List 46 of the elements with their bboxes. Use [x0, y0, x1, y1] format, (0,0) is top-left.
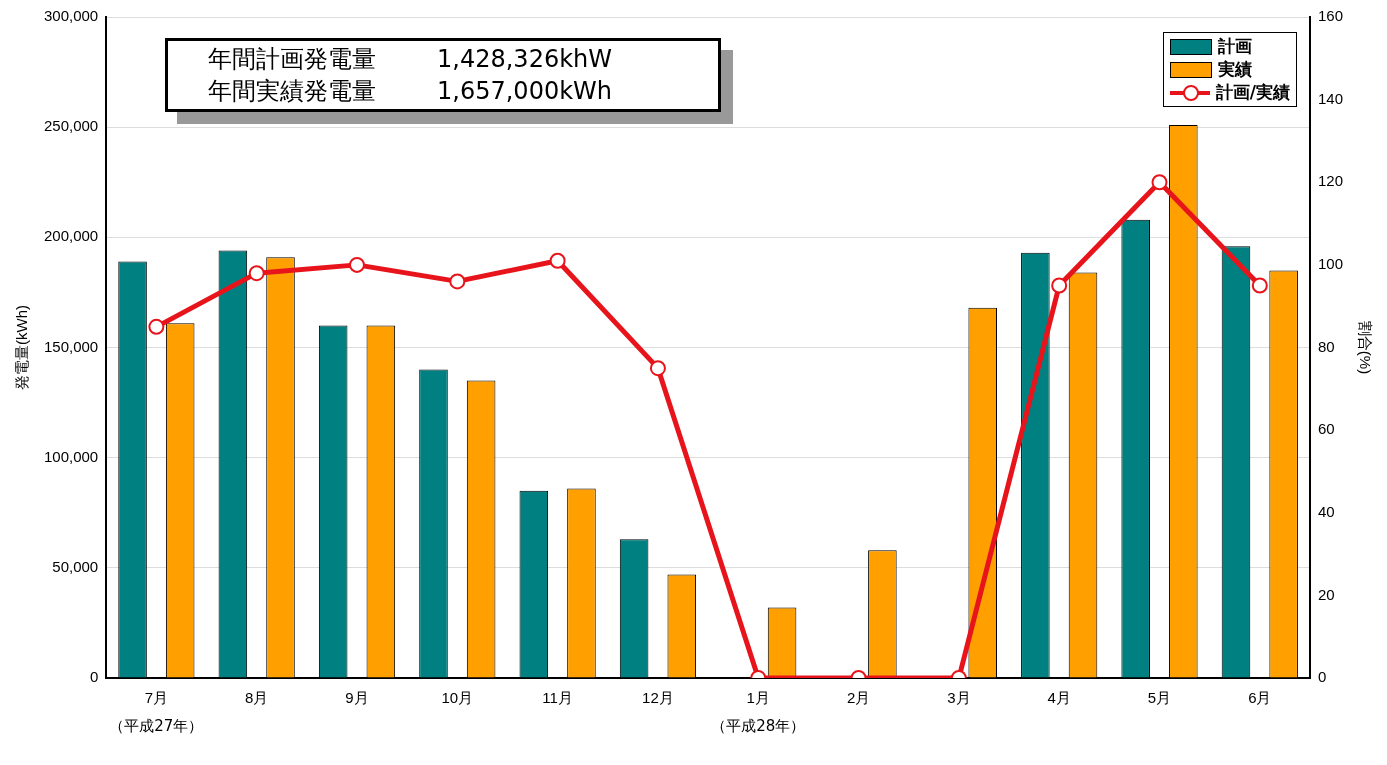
x-tick-label: 1月	[746, 689, 770, 707]
y2-tick-label: 140	[1317, 89, 1343, 107]
text: （平成28年）	[711, 717, 806, 736]
x-tick-label: 5月	[1147, 689, 1172, 707]
y2-tick-label: 0	[1317, 668, 1327, 686]
x-tick-label: 10月	[441, 689, 474, 707]
y-tick-label: 100,000	[43, 447, 99, 465]
y-tick-label: 50,000	[52, 557, 99, 575]
legend-label: 実績	[1217, 58, 1252, 81]
y2-tick-label: 100	[1317, 255, 1343, 273]
x-tick-label: 3月	[947, 689, 971, 707]
y2-tick-label: 60	[1317, 420, 1335, 438]
point	[248, 265, 265, 282]
point	[1151, 174, 1168, 191]
annotation: 年間計画発電量 1,428,326khW	[207, 44, 613, 75]
x-tick-label: 6月	[1248, 689, 1272, 707]
text: （平成27年）	[109, 717, 204, 736]
point	[549, 252, 566, 269]
y2-axis-title: 割合(%)	[1356, 320, 1374, 375]
y-axis-title: 発電量(kWh)	[13, 305, 31, 390]
y2-tick-label: 20	[1317, 585, 1335, 603]
point	[1051, 277, 1068, 294]
point	[649, 360, 666, 377]
y-tick-label: 300,000	[43, 7, 99, 25]
x-tick-label: 4月	[1047, 689, 1071, 707]
y-tick-label: 200,000	[43, 227, 99, 245]
y-tick-label: 0	[89, 668, 99, 686]
y2-tick-label: 120	[1317, 172, 1343, 190]
y2-tick-label: 160	[1317, 7, 1343, 25]
x-tick-label: 2月	[846, 689, 871, 707]
x-tick-label: 8月	[245, 689, 269, 707]
y2-tick-label: 40	[1317, 502, 1335, 520]
legend-label: 計画	[1217, 35, 1252, 58]
point	[1251, 277, 1268, 294]
legend-label: 計画/実績	[1215, 81, 1290, 104]
y2-tick-label: 80	[1317, 337, 1335, 355]
x-tick-label: 11月	[542, 689, 573, 707]
point	[148, 318, 165, 335]
point	[449, 273, 466, 290]
x-tick-label: 7月	[144, 689, 169, 707]
y-tick-label: 250,000	[43, 117, 99, 135]
x-tick-label: 12月	[642, 689, 674, 707]
y-tick-label: 150,000	[43, 337, 99, 355]
annotation: 年間実績発電量 1,657,000kWh	[207, 76, 613, 107]
point	[349, 256, 365, 273]
x-tick-label: 9月	[345, 689, 369, 707]
